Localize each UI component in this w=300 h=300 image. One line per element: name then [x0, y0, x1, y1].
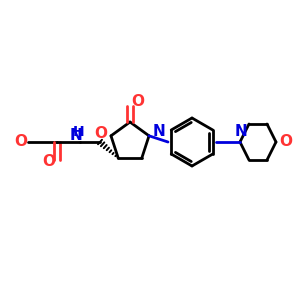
Text: H: H [73, 125, 85, 139]
Text: O: O [14, 134, 28, 149]
Text: N: N [235, 124, 248, 139]
Text: O: O [131, 94, 145, 110]
Text: O: O [280, 134, 292, 149]
Text: N: N [153, 124, 165, 139]
Text: O: O [43, 154, 56, 169]
Text: N: N [70, 128, 83, 143]
Text: O: O [94, 126, 107, 141]
